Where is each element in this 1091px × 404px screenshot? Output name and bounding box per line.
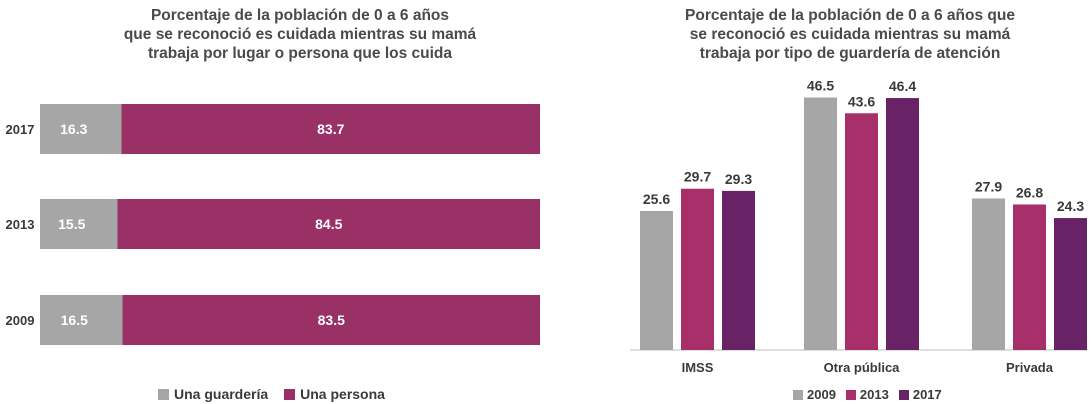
right-grouped-bar-chart: 25.6 29.7 29.3 IMSS 46.5 43.6 46.4 Otra pública… <box>630 78 1088 375</box>
bar-privada-2013 <box>1013 204 1046 350</box>
bar-otra-publica-2013 <box>845 113 878 350</box>
x-tick-label-otra-publica: Otra pública <box>824 360 901 375</box>
legend-item-una-guarderia: Una guardería <box>158 386 268 402</box>
bar-una-guarderia-2013 <box>40 199 118 249</box>
legend-item-2017: 2017 <box>898 387 942 402</box>
bar-privada-2009 <box>972 198 1005 350</box>
legend-label-una-persona: Una persona <box>300 386 385 402</box>
legend-item-2009: 2009 <box>793 387 836 402</box>
bar-una-persona-2009 <box>122 295 540 345</box>
left-chart-title: Porcentaje de la población de 0 a 6 años… <box>123 7 477 62</box>
right-chart-title: Porcentaje de la población de 0 a 6 años… <box>685 7 1015 62</box>
data-label-privada-2017: 24.3 <box>1057 198 1084 214</box>
data-label-otra-publica-2013: 43.6 <box>848 93 875 109</box>
x-tick-label-privada: Privada <box>1006 360 1054 375</box>
legend-label-2017: 2017 <box>912 387 942 402</box>
y-tick-label-2013: 2013 <box>6 217 35 232</box>
data-label-una-persona-2013: 84.5 <box>315 216 342 232</box>
legend-swatch-2017 <box>898 389 909 400</box>
data-label-una-guarderia-2013: 15.5 <box>58 216 85 232</box>
left-legend: Una guardería Una persona <box>158 386 401 402</box>
bar-una-guarderia-2017 <box>40 104 122 154</box>
legend-swatch-una-persona <box>284 388 296 400</box>
legend-swatch-2009 <box>793 389 803 400</box>
data-label-privada-2009: 27.9 <box>975 179 1002 195</box>
data-label-una-guarderia-2009: 16.5 <box>61 312 88 328</box>
bar-imss-2009 <box>640 210 673 350</box>
y-tick-label-2017: 2017 <box>6 122 35 137</box>
bar-imss-2013 <box>681 188 714 350</box>
data-label-privada-2013: 26.8 <box>1016 184 1043 200</box>
data-label-imss-2017: 29.3 <box>725 171 752 187</box>
data-label-una-guarderia-2017: 16.3 <box>60 121 87 137</box>
data-label-otra-publica-2009: 46.5 <box>807 78 834 94</box>
bar-otra-publica-2009 <box>804 97 837 350</box>
bar-una-guarderia-2009 <box>40 295 123 345</box>
y-tick-label-2009: 2009 <box>6 313 35 328</box>
bar-una-persona-2017 <box>121 104 540 154</box>
data-label-una-persona-2017: 83.7 <box>317 121 344 137</box>
legend-item-2013: 2013 <box>845 387 889 402</box>
data-label-una-persona-2009: 83.5 <box>318 312 345 328</box>
x-tick-label-imss: IMSS <box>682 360 714 375</box>
bar-una-persona-2013 <box>117 199 540 249</box>
bar-imss-2017 <box>722 190 755 350</box>
bar-otra-publica-2017 <box>886 98 919 350</box>
legend-label-2009: 2009 <box>807 387 836 402</box>
legend-label-2013: 2013 <box>859 387 889 402</box>
legend-item-una-persona: Una persona <box>284 386 385 402</box>
legend-label-una-guarderia: Una guardería <box>174 386 269 402</box>
right-legend: 2009 2013 2017 <box>793 387 952 402</box>
legend-swatch-una-guarderia <box>158 388 169 400</box>
bar-privada-2017 <box>1054 218 1087 350</box>
data-label-otra-publica-2017: 46.4 <box>889 78 916 94</box>
legend-swatch-2013 <box>845 389 856 400</box>
data-label-imss-2013: 29.7 <box>684 169 711 185</box>
data-label-imss-2009: 25.6 <box>643 191 670 207</box>
left-stacked-bar-chart: 2017 16.3 83.7 2013 15.5 84.5 2009 16.5 83.5 <box>6 104 540 345</box>
